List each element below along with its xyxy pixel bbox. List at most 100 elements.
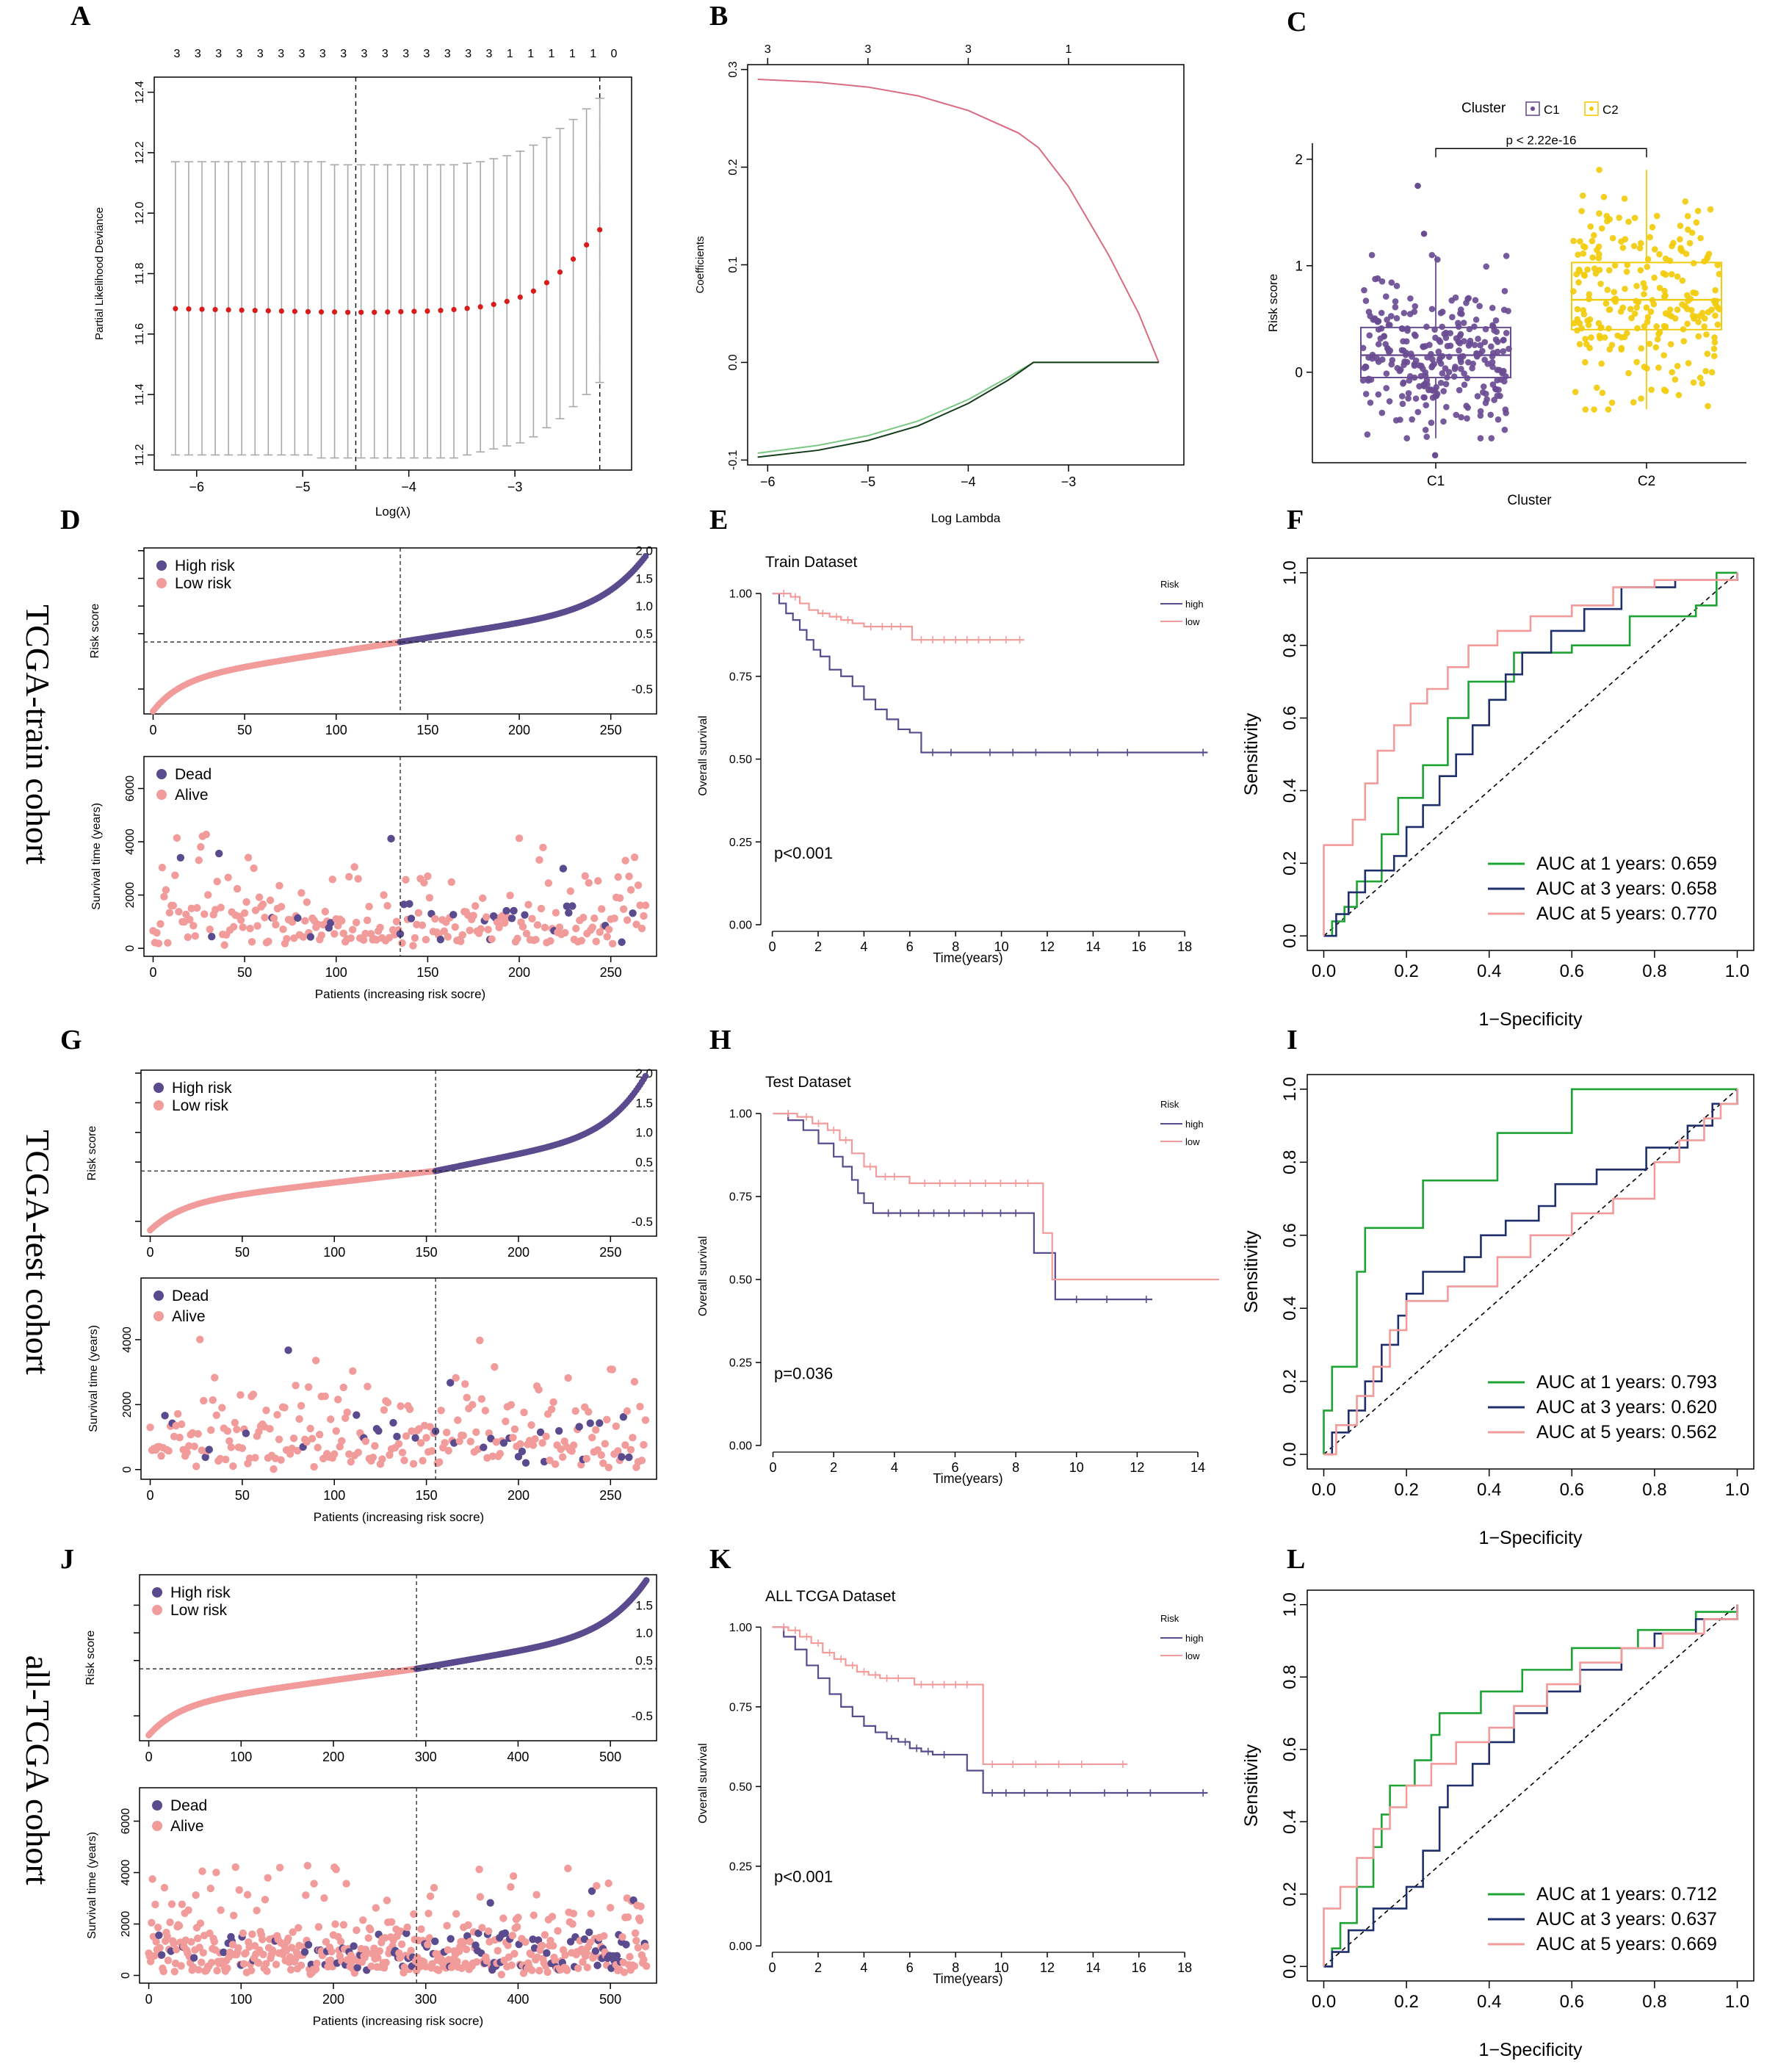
panel-letter-c: C <box>1287 7 1307 37</box>
surv-xtick-label: 50 <box>235 1488 250 1503</box>
risk-xtick-label: 250 <box>599 1245 621 1260</box>
surv-point <box>200 1396 208 1405</box>
surv-ytick-label: 0 <box>121 1466 134 1473</box>
risk-legend-label: Low risk <box>170 1602 228 1619</box>
panel-letter-l: L <box>1287 1544 1305 1575</box>
panel-c-point <box>1389 356 1396 364</box>
surv-point <box>189 922 198 930</box>
surv-point <box>189 1954 198 1962</box>
panel-c-point <box>1472 316 1480 323</box>
surv-point <box>153 1924 162 1932</box>
surv-point <box>352 918 361 927</box>
surv-point <box>531 1434 539 1443</box>
surv-point <box>310 1462 318 1471</box>
surv-point <box>411 934 419 942</box>
km-xtick-label: 10 <box>994 1960 1009 1975</box>
surv-point <box>223 1427 232 1435</box>
surv-point <box>246 924 254 933</box>
surv-point <box>604 1879 612 1888</box>
panel-c-point <box>1440 388 1447 394</box>
surv-point <box>192 1891 200 1899</box>
panel-a-point <box>543 280 550 286</box>
surv-point <box>596 928 604 936</box>
panel-letter-d: D <box>60 505 80 535</box>
surv-point <box>572 924 580 933</box>
panel-c-point <box>1492 317 1500 324</box>
surv-ylabel: Survival time (years) <box>86 1832 98 1939</box>
km-xtick-label: 12 <box>1040 939 1055 954</box>
surv-point <box>255 893 264 901</box>
surv-point <box>289 1434 298 1443</box>
surv-point <box>596 1419 604 1427</box>
roc-curve-3 <box>1323 1089 1738 1456</box>
panel-c-point <box>1591 265 1598 272</box>
panel-c-point <box>1412 395 1420 402</box>
roc-curve-2 <box>1323 1089 1738 1456</box>
surv-point <box>251 906 260 914</box>
panel-c-point <box>1666 306 1674 313</box>
surv-point <box>620 1968 629 1977</box>
surv-point <box>422 936 430 944</box>
panel-c-point <box>1474 393 1481 400</box>
panel-f-roc-plot: 0.0 0.2 0.4 0.6 0.8 1.0 0.0 0.2 0.4 0.6 0.8 1.0 1−Sp… <box>1241 557 1754 1030</box>
surv-point <box>327 1415 335 1423</box>
panel-c-point <box>1695 333 1702 340</box>
surv-point <box>159 1967 167 1976</box>
panel-c-point <box>1494 367 1501 373</box>
panel-a-point <box>345 309 351 315</box>
panel-a-top-count: 3 <box>465 48 471 60</box>
panel-a-top-count: 3 <box>174 48 181 60</box>
panel-b-xtick-label: −3 <box>1061 474 1077 489</box>
surv-point <box>330 930 339 938</box>
surv-point <box>353 1926 361 1935</box>
panel-c-point <box>1453 335 1460 342</box>
panel-c-point <box>1437 339 1444 345</box>
surv-point <box>359 936 368 945</box>
surv-point <box>471 902 480 910</box>
surv-point <box>484 925 492 934</box>
surv-point <box>184 933 192 942</box>
surv-point <box>380 891 388 899</box>
panel-c-point <box>1359 344 1367 352</box>
surv-point <box>146 1423 154 1432</box>
surv-point <box>372 1904 380 1912</box>
km-xtick-label: 2 <box>814 939 822 954</box>
surv-point <box>314 1443 322 1452</box>
surv-point <box>539 843 547 852</box>
surv-point <box>397 1402 405 1410</box>
surv-point <box>383 1896 391 1905</box>
panel-c-point <box>1497 392 1503 400</box>
surv-point <box>275 1435 283 1443</box>
surv-point <box>419 1456 427 1465</box>
surv-point <box>527 1421 535 1429</box>
surv-point <box>507 1883 515 1891</box>
surv-point <box>378 1455 386 1463</box>
panel-c-point <box>1611 289 1618 295</box>
km-xtick-label: 14 <box>1190 1460 1205 1475</box>
surv-point <box>417 1925 425 1933</box>
panel-c-point <box>1596 332 1603 339</box>
surv-legend-dot <box>153 1291 164 1301</box>
risk-xtick-label: 300 <box>415 1750 437 1764</box>
panel-c-point <box>1436 357 1443 364</box>
surv-point <box>510 1949 518 1958</box>
surv-point <box>636 1402 644 1411</box>
panel-j-risk-plots: 0 100 200 300 400 500 -0.5 0.5 1.0 1.5 Risk score H… <box>84 1574 657 2028</box>
risk-ytick-label: 0.5 <box>635 627 653 641</box>
surv-point <box>273 1411 281 1419</box>
panel-c-point <box>1704 350 1711 357</box>
surv-point <box>297 1401 306 1410</box>
surv-point <box>392 917 401 925</box>
surv-xtick-label: 100 <box>325 965 347 980</box>
surv-point <box>407 1946 415 1954</box>
surv-point <box>281 1404 289 1412</box>
panel-c-legend-key <box>1584 101 1599 116</box>
surv-point <box>238 1444 247 1452</box>
panel-c-point <box>1595 255 1602 261</box>
panel-c-point <box>1705 250 1713 258</box>
panel-a-top-count: 0 <box>611 48 618 60</box>
surv-point <box>270 914 278 923</box>
km-ytick-label: 1.00 <box>729 588 752 601</box>
surv-point <box>207 1426 215 1434</box>
surv-point <box>585 1928 593 1937</box>
